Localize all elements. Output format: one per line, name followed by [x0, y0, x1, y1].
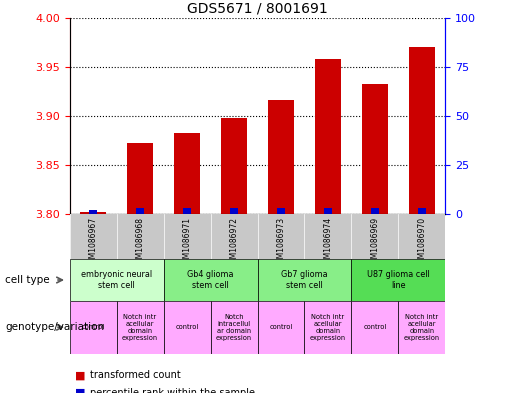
Text: GSM1086968: GSM1086968	[135, 217, 145, 268]
Bar	[70, 259, 164, 301]
Bar	[116, 301, 164, 354]
Text: GSM1086972: GSM1086972	[230, 217, 238, 268]
Text: GSM1086974: GSM1086974	[323, 217, 333, 268]
Bar	[418, 208, 426, 214]
Text: GSM1086973: GSM1086973	[277, 217, 285, 268]
Text: Notch
intracellul
ar domain
expression: Notch intracellul ar domain expression	[216, 314, 252, 341]
Bar	[164, 301, 211, 354]
Bar	[230, 208, 238, 214]
Text: GSM1086970: GSM1086970	[418, 217, 426, 268]
Text: control: control	[364, 324, 387, 330]
Text: GSM1086971: GSM1086971	[182, 217, 192, 268]
Text: ■: ■	[75, 388, 85, 393]
Text: Notch intr
acellular
domain
expression: Notch intr acellular domain expression	[122, 314, 158, 341]
Bar	[136, 208, 144, 214]
Bar	[80, 212, 106, 214]
Text: cell type: cell type	[5, 275, 50, 285]
Text: control: control	[176, 324, 199, 330]
Text: control: control	[269, 324, 293, 330]
Bar	[399, 301, 445, 354]
Bar	[409, 47, 435, 214]
Bar	[352, 301, 399, 354]
Bar	[183, 208, 191, 214]
Bar	[164, 259, 258, 301]
Text: Notch intr
acellular
domain
expression: Notch intr acellular domain expression	[310, 314, 346, 341]
Bar	[362, 84, 388, 214]
Bar	[315, 59, 341, 214]
Bar	[277, 208, 285, 214]
Bar	[221, 118, 247, 214]
Bar	[268, 100, 294, 214]
Text: Notch intr
acellular
domain
expression: Notch intr acellular domain expression	[404, 314, 440, 341]
Text: control: control	[81, 324, 105, 330]
Bar	[89, 210, 97, 214]
Text: GSM1086969: GSM1086969	[370, 217, 380, 268]
Bar	[70, 301, 116, 354]
Bar	[127, 143, 153, 214]
Text: transformed count: transformed count	[90, 370, 181, 380]
Title: GDS5671 / 8001691: GDS5671 / 8001691	[187, 1, 328, 15]
Bar	[174, 132, 200, 214]
Text: GSM1086967: GSM1086967	[89, 217, 97, 268]
Bar	[371, 208, 379, 214]
Text: genotype/variation: genotype/variation	[5, 322, 104, 332]
Bar	[258, 259, 352, 301]
Bar	[324, 208, 332, 214]
Text: ■: ■	[75, 370, 85, 380]
Text: Gb4 glioma
stem cell: Gb4 glioma stem cell	[187, 270, 234, 290]
Text: Gb7 glioma
stem cell: Gb7 glioma stem cell	[281, 270, 328, 290]
Bar	[352, 259, 445, 301]
Text: percentile rank within the sample: percentile rank within the sample	[90, 388, 255, 393]
Bar	[304, 301, 352, 354]
Bar	[258, 301, 304, 354]
Bar	[211, 301, 258, 354]
Text: U87 glioma cell
line: U87 glioma cell line	[367, 270, 430, 290]
Text: embryonic neural
stem cell: embryonic neural stem cell	[81, 270, 152, 290]
